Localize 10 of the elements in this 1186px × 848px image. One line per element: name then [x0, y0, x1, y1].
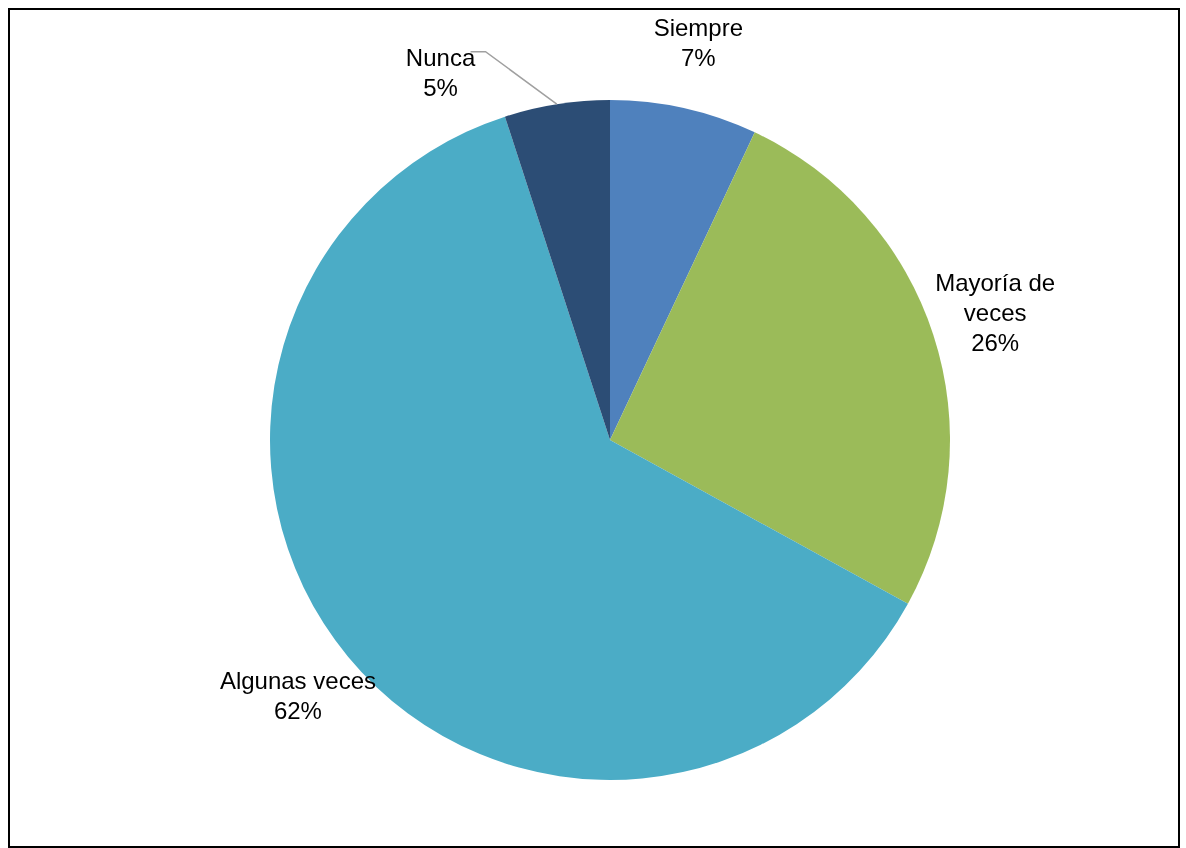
slice-label: Mayoría de veces [935, 269, 1056, 327]
pie-slice [610, 100, 755, 440]
data-label: 7% [681, 44, 716, 72]
slice-label: Algunas veces [219, 667, 376, 695]
pie-slice [504, 100, 610, 440]
slice-label: Siempre [653, 14, 744, 42]
data-label: 26% [971, 329, 1020, 357]
data-label: 62% [273, 697, 322, 725]
data-label: 5% [423, 74, 458, 102]
slice-label: Nunca [405, 44, 476, 72]
